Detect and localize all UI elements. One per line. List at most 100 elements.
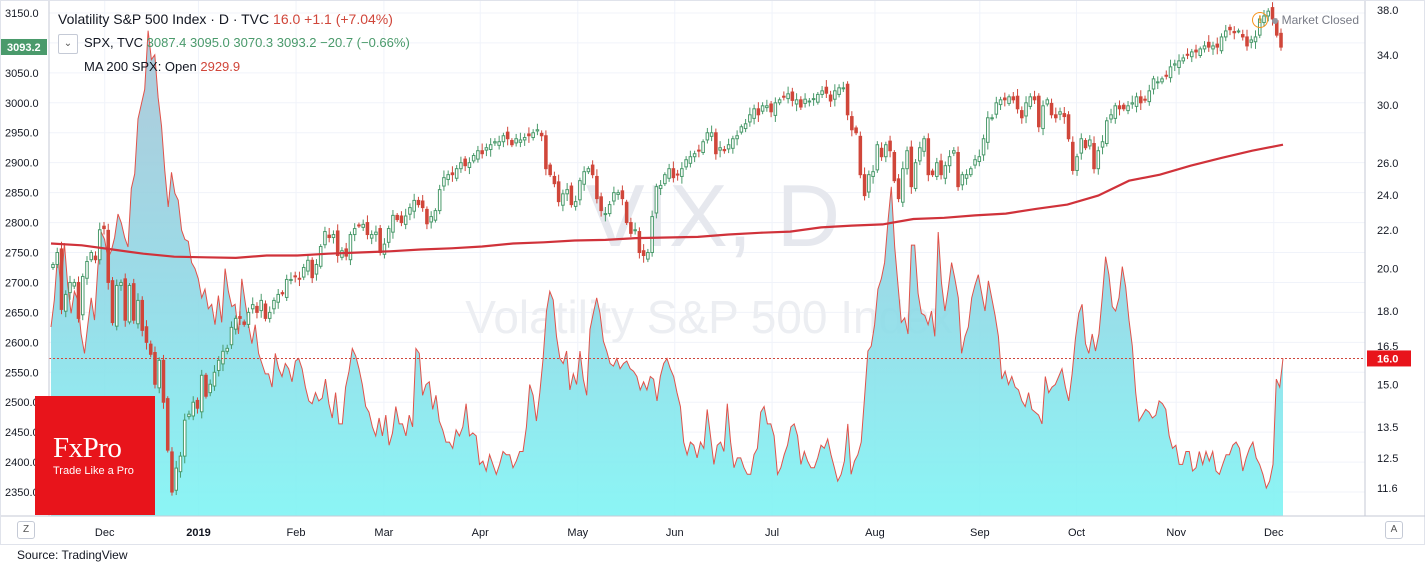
- spx-candle-body: [225, 347, 229, 352]
- spx-candle-body: [1279, 32, 1283, 48]
- x-tick-label: May: [567, 527, 588, 539]
- auto-scale-right-button[interactable]: A: [1385, 521, 1403, 539]
- spx-candle-body: [170, 451, 174, 493]
- spx-candle-body: [399, 215, 404, 224]
- spx-candle-body: [1054, 114, 1058, 119]
- spx-candle-body: [1049, 102, 1054, 116]
- spx-candle-body: [1109, 114, 1113, 120]
- spx-candle-body: [331, 234, 336, 239]
- spx-candle-body: [97, 229, 102, 261]
- spx-candle-body: [697, 149, 701, 152]
- spx-candle-body: [493, 141, 497, 144]
- legend-spx[interactable]: SPX, TVC 3087.4 3095.0 3070.3 3093.2 −20…: [84, 35, 410, 50]
- spx-candle-body: [476, 150, 480, 160]
- spx-candle-body: [1215, 43, 1220, 48]
- spx-candle-body: [1126, 105, 1130, 112]
- spx-candle-body: [845, 83, 850, 116]
- spx-candle-body: [603, 213, 608, 216]
- warning-icon[interactable]: !: [1252, 12, 1268, 28]
- spx-candle-body: [548, 164, 552, 176]
- spx-candle-body: [1202, 45, 1207, 50]
- spx-candle-body: [106, 229, 111, 283]
- spx-candle-body: [272, 299, 276, 310]
- left-tick-label: 3000.0: [5, 98, 39, 110]
- spx-candle-body: [144, 326, 149, 343]
- right-tick-label: 11.6: [1377, 483, 1398, 495]
- spx-candle-body: [599, 196, 603, 212]
- spx-candle-body: [522, 137, 527, 141]
- left-tick-label: 2550.0: [5, 367, 39, 379]
- spx-candle-body: [1147, 90, 1152, 103]
- left-tick-label: 2450.0: [5, 427, 39, 439]
- left-tick-label: 2700.0: [5, 277, 39, 289]
- spx-candle-body: [824, 86, 829, 94]
- right-tick-label: 34.0: [1377, 50, 1398, 62]
- market-status-text: Market Closed: [1281, 13, 1359, 27]
- spx-candle-body: [1092, 143, 1096, 170]
- spx-candle-body: [743, 123, 748, 130]
- legend-ma[interactable]: MA 200 SPX: Open 2929.9: [84, 59, 240, 74]
- spx-candle-body: [1041, 105, 1045, 130]
- spx-candle-body: [888, 140, 892, 152]
- chevron-down-icon: ⌄: [63, 38, 73, 49]
- spx-candle-body: [731, 138, 735, 149]
- spx-candle-body: [680, 168, 684, 177]
- spx-candle-body: [722, 149, 727, 152]
- spx-candle-body: [790, 91, 795, 101]
- spx-candle-body: [1143, 98, 1147, 101]
- spx-candle-body: [314, 263, 319, 275]
- spx-candle-body: [1028, 96, 1033, 107]
- spx-candle-body: [216, 359, 221, 371]
- spx-candle-body: [705, 132, 710, 141]
- spx-candle-body: [51, 263, 55, 268]
- spx-candle-body: [926, 138, 931, 176]
- spx-candle-body: [994, 102, 999, 115]
- spx-candle-body: [1130, 102, 1135, 105]
- spx-candle-body: [89, 252, 94, 261]
- spx-candle-body: [471, 155, 476, 162]
- ma-label: MA 200 SPX: Open: [84, 59, 197, 74]
- spx-candle-body: [794, 99, 799, 105]
- spx-candle-body: [127, 284, 132, 323]
- spx-candle-body: [858, 135, 863, 176]
- spx-candle-body: [85, 260, 89, 279]
- x-tick-label: Aug: [865, 527, 885, 539]
- right-tick-label: 15.0: [1377, 379, 1398, 391]
- spx-candle-body: [488, 144, 493, 151]
- legend-title: Volatility S&P 500 Index · D · TVC 16.0 …: [58, 11, 393, 27]
- right-tick-label: 30.0: [1377, 100, 1398, 112]
- spx-candle-body: [391, 214, 395, 233]
- spx-candle-body: [1253, 36, 1258, 43]
- x-tick-label: 2019: [186, 527, 210, 539]
- spx-candle-body: [981, 138, 986, 156]
- spx-candle-body: [1007, 96, 1011, 104]
- spx-ohlc: 3087.4 3095.0 3070.3 3093.2: [146, 35, 317, 50]
- spx-candle-body: [578, 180, 582, 201]
- spx-candle-body: [442, 177, 446, 187]
- right-tick-label: 24.0: [1377, 190, 1398, 202]
- left-tick-label: 2750.0: [5, 248, 39, 260]
- spx-candle-body: [531, 132, 535, 139]
- right-tick-label: 22.0: [1377, 225, 1398, 237]
- spx-candle-body: [833, 90, 837, 100]
- spx-candle-body: [739, 126, 744, 133]
- spx-candle-body: [242, 321, 246, 325]
- vix-current-label: 16.0: [1377, 353, 1398, 365]
- spx-candle-body: [1228, 26, 1232, 31]
- fxpro-logo: FxPro Trade Like a Pro: [35, 396, 155, 515]
- spx-candle-body: [459, 162, 463, 170]
- spx-candle-body: [289, 278, 293, 281]
- spx-candle-body: [909, 146, 914, 188]
- spx-candle-body: [361, 223, 365, 228]
- spx-candle-body: [1058, 111, 1062, 115]
- spx-candle-body: [136, 299, 140, 325]
- legend-collapse-button[interactable]: ⌄: [58, 34, 78, 54]
- spx-candle-body: [701, 141, 705, 154]
- spx-candle-body: [565, 189, 569, 195]
- auto-scale-left-button[interactable]: Z: [17, 521, 35, 539]
- spx-candle-body: [569, 185, 574, 206]
- spx-candle-body: [204, 374, 208, 397]
- spx-candle-body: [973, 159, 977, 166]
- spx-candle-body: [624, 201, 629, 224]
